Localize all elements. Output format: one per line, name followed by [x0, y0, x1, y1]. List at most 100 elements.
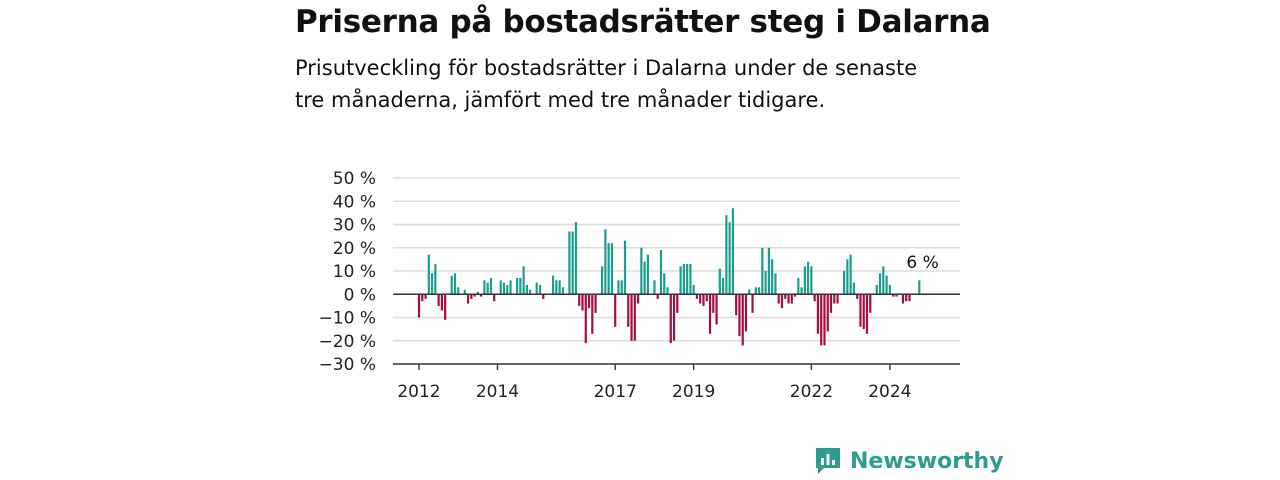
bar	[865, 294, 869, 334]
bar	[607, 243, 610, 295]
y-axis-ticks: 50 % 40 % 30 % 20 % 10 % 0 % −10 % −20 % −30 %	[319, 169, 376, 375]
x-tick-label: 2019	[672, 382, 715, 402]
bar	[623, 240, 627, 295]
bars	[417, 208, 921, 346]
bar	[450, 275, 453, 295]
y-tick-label: 50 %	[333, 169, 376, 189]
bar	[676, 294, 679, 313]
bar	[417, 294, 421, 318]
bar	[558, 280, 561, 295]
bar	[568, 231, 571, 295]
bar	[826, 294, 829, 332]
bar	[535, 282, 538, 295]
bar	[882, 266, 885, 295]
bar	[617, 280, 620, 295]
bar	[695, 294, 699, 299]
bar	[774, 273, 777, 295]
newsworthy-brand[interactable]: Newsworthy	[814, 446, 1004, 476]
newsworthy-logo-icon	[816, 448, 840, 474]
y-tick-label: −30 %	[319, 355, 376, 375]
bar	[427, 254, 430, 295]
bar	[859, 294, 862, 327]
bar	[790, 294, 793, 304]
bar	[803, 266, 806, 295]
bar	[771, 259, 774, 295]
y-tick-label: 10 %	[333, 262, 376, 282]
bar	[571, 231, 574, 295]
latest-value-label: 6 %	[906, 253, 938, 273]
bar	[555, 280, 558, 295]
bar	[672, 294, 676, 341]
bar	[630, 294, 633, 341]
bar	[708, 294, 712, 334]
bar	[666, 287, 669, 295]
bar	[784, 294, 787, 299]
bar	[591, 294, 594, 334]
bar	[610, 243, 614, 295]
bar	[728, 222, 731, 295]
bar	[702, 294, 705, 306]
bar	[885, 275, 888, 295]
bar	[499, 280, 502, 295]
bar	[627, 294, 630, 327]
bar	[905, 294, 908, 302]
bar	[816, 294, 820, 334]
y-tick-label: −10 %	[319, 309, 376, 329]
bar	[424, 294, 427, 299]
bar	[751, 294, 754, 313]
bar	[473, 294, 476, 297]
bar	[633, 294, 636, 341]
x-tick-label: 2024	[868, 382, 911, 402]
bar	[715, 294, 718, 325]
bar	[653, 280, 656, 295]
bar	[892, 294, 895, 297]
bar	[489, 277, 493, 295]
bar	[538, 284, 542, 295]
bar	[777, 294, 780, 304]
bar	[843, 271, 846, 295]
bar	[594, 294, 597, 313]
axes	[393, 293, 960, 365]
x-axis-ticks: 2012 2014 2017 2019 2022 2024	[397, 364, 912, 402]
bar	[731, 208, 735, 295]
bar	[908, 294, 911, 302]
bar	[735, 294, 738, 316]
chart-title: Priserna på bostadsrätter steg i Dalarna	[295, 4, 991, 40]
bar	[561, 287, 564, 295]
bar	[761, 247, 764, 295]
bar	[875, 284, 878, 295]
bar	[901, 294, 905, 304]
bar	[574, 222, 578, 295]
bar	[509, 280, 512, 295]
bar	[529, 289, 532, 295]
bar	[869, 294, 872, 313]
bar	[620, 280, 623, 295]
bar	[437, 294, 440, 306]
bar	[829, 294, 833, 313]
bar	[692, 284, 695, 295]
bar	[584, 294, 587, 344]
bar	[725, 215, 728, 295]
bar	[744, 294, 748, 332]
bar	[578, 294, 581, 306]
bar	[614, 294, 617, 327]
grid-lines	[393, 177, 960, 342]
bar	[764, 271, 767, 295]
bar	[640, 247, 643, 295]
bar	[636, 294, 640, 304]
bar	[833, 294, 836, 304]
bar	[601, 266, 604, 295]
y-tick-label: 30 %	[333, 216, 376, 236]
x-tick-label: 2017	[594, 382, 637, 402]
bar	[820, 294, 823, 346]
bar	[846, 259, 849, 295]
bar	[440, 294, 443, 311]
bar	[712, 294, 715, 313]
bar	[463, 289, 466, 295]
bar	[483, 280, 486, 295]
bar	[849, 254, 852, 295]
y-tick-label: 20 %	[333, 239, 376, 259]
bar	[741, 294, 744, 346]
bar	[754, 287, 757, 295]
bar	[506, 284, 509, 295]
